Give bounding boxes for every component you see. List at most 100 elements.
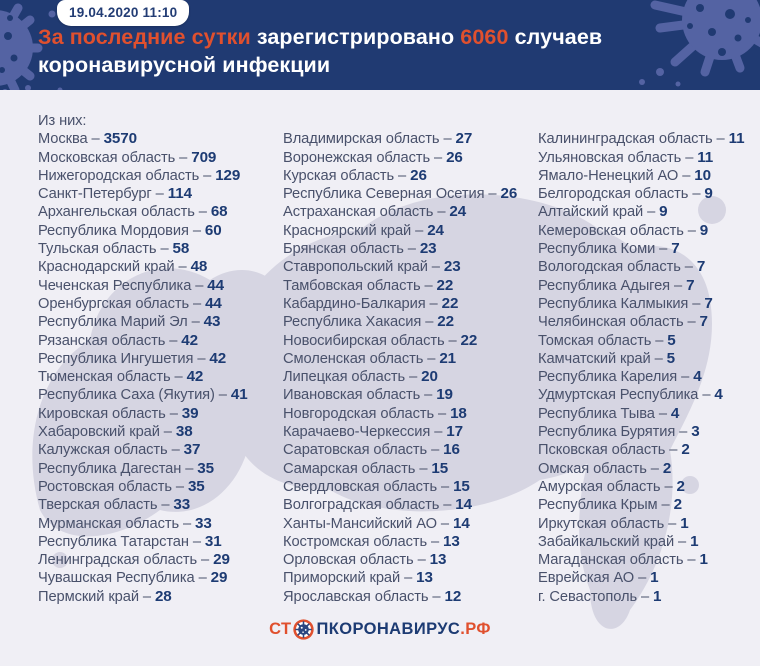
region-value: 20 [421, 368, 438, 386]
region-name: Краснодарский край – [38, 259, 191, 276]
header-banner: 19.04.2020 11:10 За последние сутки заре… [0, 0, 760, 90]
region-row: Калужская область – 37 [38, 441, 283, 459]
region-value: 1 [650, 569, 659, 587]
region-name: Рязанская область – [38, 332, 182, 349]
list-intro: Из них: [38, 113, 87, 129]
region-name: Ростовская область – [38, 478, 188, 495]
region-name: Красноярский край – [283, 222, 428, 239]
region-row: Тамбовская область – 22 [283, 277, 538, 295]
region-row: Приморский край – 13 [283, 569, 538, 587]
region-row: Краснодарский край – 48 [38, 258, 283, 276]
region-list-3: Калининградская область – 11 Ульяновская … [538, 112, 760, 606]
region-row: Тверская область – 33 [38, 496, 283, 514]
region-row: Республика Дагестан – 35 [38, 460, 283, 478]
region-name: Республика Бурятия – [538, 424, 692, 441]
headline-highlight: За последние сутки [38, 25, 251, 49]
region-row: Владимирская область – 27 [283, 130, 538, 148]
region-name: Калужская область – [38, 442, 184, 459]
region-name: Московская область – [38, 149, 192, 166]
region-value: 9 [659, 203, 668, 221]
region-value: 44 [205, 294, 222, 312]
region-value: 10 [694, 166, 711, 184]
region-value: 58 [172, 240, 190, 258]
region-name: Псковская область – [538, 442, 682, 459]
region-row: Республика Татарстан – 31 [38, 533, 283, 551]
region-row: Самарская область – 15 [283, 460, 538, 478]
region-value: 114 [167, 185, 192, 203]
region-row: Томская область – 5 [538, 332, 760, 350]
region-value: 14 [455, 496, 472, 514]
region-value: 7 [699, 313, 708, 331]
region-row: Республика Карелия – 4 [538, 368, 760, 386]
region-row: Калининградская область – 11 [538, 130, 760, 148]
region-value: 2 [673, 496, 682, 514]
region-value: 7 [696, 258, 706, 276]
region-value: 1 [680, 514, 689, 532]
headline: За последние сутки зарегистрировано 6060… [38, 24, 602, 78]
region-row: Белгородская область – 9 [538, 185, 760, 203]
region-row: Астраханская область – 24 [283, 203, 538, 221]
region-name: Тульская область – [38, 241, 173, 258]
region-name: Республика Адыгея – [538, 277, 687, 294]
region-name: Республика Калмыкия – [538, 295, 705, 312]
region-name: Республика Мордовия – [38, 222, 205, 239]
region-row: Рязанская область – 42 [38, 332, 283, 350]
region-name: Челябинская область – [538, 314, 700, 331]
region-value: 16 [443, 441, 460, 459]
region-row: Амурская область – 2 [538, 478, 760, 496]
logo-middle: ПКОРОНАВИРУС [316, 620, 461, 639]
region-name: Тюменская область – [38, 369, 187, 386]
region-row: Красноярский край – 24 [283, 222, 538, 240]
region-row: Республика Крым – 2 [538, 496, 760, 514]
region-row: Республика Калмыкия – 7 [538, 295, 760, 313]
logo-suffix: .РФ [460, 620, 491, 639]
region-name: Архангельская область – [38, 204, 211, 221]
region-column-2: Владимирская область – 27 Воронежская обл… [283, 112, 538, 606]
region-name: Орловская область – [283, 552, 430, 569]
region-value: 23 [443, 258, 461, 276]
region-row: Новосибирская область – 22 [283, 332, 538, 350]
headline-suffix: случаев [514, 25, 603, 49]
region-value: 5 [667, 331, 676, 349]
region-row: Воронежская область – 26 [283, 149, 538, 167]
region-row: Челябинская область – 7 [538, 313, 760, 331]
region-name: Республика Саха (Якутия) – [38, 387, 231, 404]
region-name: Удмуртская Республика – [538, 387, 715, 404]
region-row: Чеченская Республика – 44 [38, 277, 283, 295]
region-value: 60 [204, 221, 222, 239]
region-value: 7 [686, 276, 695, 294]
region-column-1: Из них: Москва – 3570 Московская область … [38, 112, 283, 606]
region-value: 35 [197, 459, 214, 477]
region-name: Свердловская область – [283, 478, 454, 495]
region-row: Республика Ингушетия – 42 [38, 350, 283, 368]
region-value: 7 [671, 240, 680, 258]
region-name: Республика Карелия – [538, 369, 694, 386]
region-row: Псковская область – 2 [538, 441, 760, 459]
region-name: Самарская область – [283, 460, 432, 477]
region-row: Липецкая область – 20 [283, 368, 538, 386]
region-row: Саратовская область – 16 [283, 441, 538, 459]
region-row: Волгоградская область – 14 [283, 496, 538, 514]
region-value: 1 [690, 532, 699, 550]
region-value: 11 [697, 148, 714, 166]
region-name: Тамбовская область – [283, 277, 437, 294]
region-name: Чувашская Республика – [38, 570, 211, 587]
region-name: Воронежская область – [283, 149, 447, 166]
region-name: Ямало-Ненецкий АО – [538, 167, 695, 184]
region-value: 24 [449, 203, 467, 221]
headline-middle: зарегистрировано [256, 25, 455, 49]
region-row: Омская область – 2 [538, 460, 760, 478]
region-value: 48 [190, 258, 208, 276]
region-value: 9 [704, 185, 713, 203]
timestamp-badge: 19.04.2020 11:10 [57, 0, 190, 26]
region-row: Санкт-Петербург – 114 [38, 185, 283, 203]
region-row: Республика Адыгея – 7 [538, 277, 760, 295]
region-value: 38 [175, 423, 193, 441]
region-value: 29 [213, 551, 230, 569]
region-value: 5 [666, 349, 675, 367]
region-name: Республика Хакасия – [283, 314, 438, 331]
region-name: Ивановская область – [283, 387, 437, 404]
region-row: Орловская область – 13 [283, 551, 538, 569]
region-value: 35 [187, 477, 205, 495]
